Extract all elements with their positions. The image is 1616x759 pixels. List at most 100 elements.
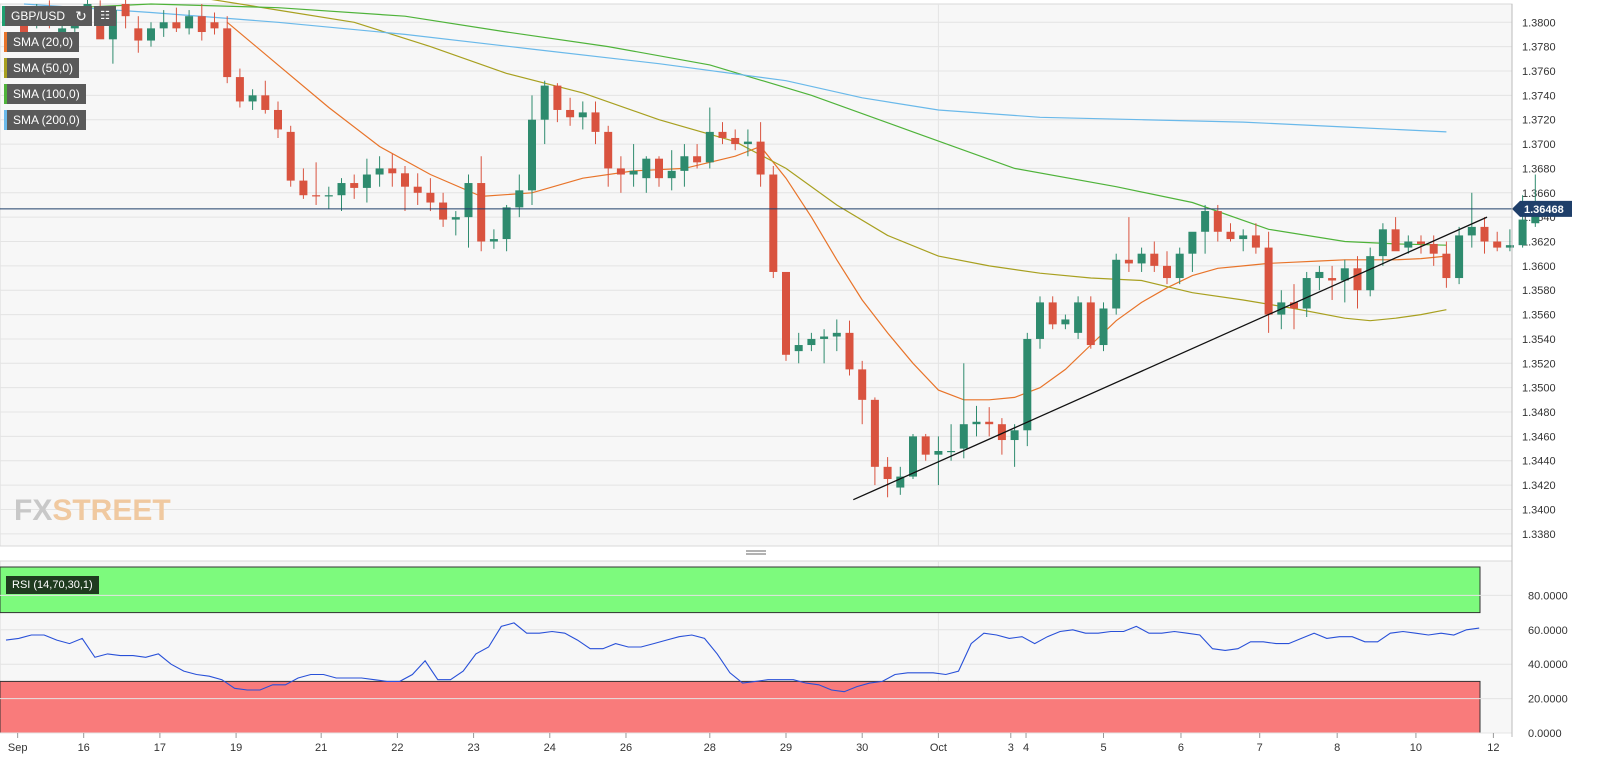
candle-body [426, 192, 435, 203]
candle-body [337, 183, 346, 196]
x-tick-label: 17 [154, 742, 166, 754]
candle-body [1442, 253, 1451, 279]
last-price-tag [1512, 200, 1572, 217]
indicator-chip-sma20[interactable]: SMA (20,0) [4, 32, 80, 52]
candle [375, 156, 384, 187]
y-tick-label: 1.3520 [1522, 358, 1556, 370]
candle-body [947, 450, 956, 453]
indicator-chip-sma100[interactable]: SMA (100,0) [4, 84, 86, 104]
candle [1175, 247, 1184, 285]
candle [185, 10, 194, 35]
sma-line [23, 3, 1447, 246]
candle-body [362, 174, 371, 188]
candle [1023, 332, 1032, 447]
x-tick-label: 16 [78, 742, 90, 754]
symbol-chip[interactable]: GBP/USD [2, 6, 72, 26]
candle [1391, 217, 1400, 252]
indicator-chip-sma50[interactable]: SMA (50,0) [4, 58, 80, 78]
candle [1086, 296, 1095, 349]
candle-body [515, 190, 524, 208]
x-tick-label: 22 [391, 742, 403, 754]
candle-body [121, 4, 130, 17]
candle-body [223, 28, 232, 78]
candle-body [1455, 235, 1464, 279]
candle [1531, 174, 1540, 227]
candle [1239, 229, 1248, 252]
candle-body [1328, 278, 1337, 281]
candle [705, 107, 714, 169]
candle-body [794, 345, 803, 352]
rsi-indicator-chip[interactable]: RSI (14,70,30,1) [6, 576, 99, 594]
candle [896, 466, 905, 495]
rsi-y-tick-label: 40.0000 [1528, 659, 1568, 671]
candle [604, 125, 613, 187]
candle-body [1023, 338, 1032, 431]
refresh-icon[interactable]: ↻ [70, 6, 92, 26]
candle-body [1074, 302, 1083, 333]
indicator-chip-sma200[interactable]: SMA (200,0) [4, 110, 86, 130]
candle-body [959, 424, 968, 449]
candle-body [680, 156, 689, 171]
candle [451, 211, 460, 236]
candle [337, 178, 346, 212]
candle-body [845, 332, 854, 370]
candle [1124, 217, 1133, 272]
y-tick-label: 1.3580 [1522, 285, 1556, 297]
candle-body [972, 421, 981, 425]
price-panel: 1.3800 1.3780 1.3760 1.3740 1.3720 1.3700 1.36… [0, 0, 1572, 547]
candle [972, 405, 981, 437]
candle-body [1036, 302, 1044, 339]
candle-body [985, 421, 994, 425]
y-tick-label: 1.3700 [1522, 139, 1556, 151]
candle-body [807, 338, 816, 346]
candle [578, 101, 587, 130]
candle [820, 329, 829, 364]
candle-body [1378, 229, 1387, 257]
candle [591, 101, 600, 145]
candle [1099, 302, 1108, 352]
x-tick-label: 23 [467, 742, 479, 754]
candle [362, 158, 371, 203]
candle-body [1404, 241, 1413, 248]
candle-body [934, 450, 943, 455]
candle-body [591, 112, 600, 132]
candle [858, 360, 867, 425]
x-tick-label: 6 [1178, 742, 1184, 754]
candle [426, 178, 435, 212]
y-tick-label: 1.3500 [1522, 383, 1556, 395]
rsi-y-tick-label: 60.0000 [1528, 625, 1568, 637]
candle-body [235, 77, 244, 102]
candle-body [413, 186, 422, 193]
candle-body [921, 436, 930, 455]
candle-body [1010, 430, 1019, 441]
candle [134, 16, 143, 53]
candle [1353, 256, 1362, 309]
bar-chart-icon[interactable]: ☷ [94, 6, 116, 26]
candle-body [248, 95, 257, 102]
candle-body [1302, 278, 1311, 309]
rsi-panel: 80.0000 60.0000 40.0000 20.0000 0.0000 [0, 560, 1568, 740]
candle [680, 144, 689, 187]
candle [1467, 192, 1476, 248]
candle-body [693, 156, 702, 163]
y-tick-label: 1.3380 [1522, 529, 1556, 541]
candle-body [159, 22, 168, 29]
candle-body [439, 202, 448, 220]
candle-body [642, 158, 651, 179]
candle-body [616, 168, 625, 175]
candle-body [820, 336, 829, 339]
y-tick-label: 1.3680 [1522, 163, 1556, 175]
candle-body [1518, 219, 1527, 246]
candle-body [1264, 247, 1273, 315]
candle [464, 174, 473, 248]
candle-body [401, 173, 409, 187]
candle [1251, 223, 1260, 254]
y-tick-label: 1.3620 [1522, 237, 1556, 249]
y-tick-label: 1.3780 [1522, 42, 1556, 54]
candle-body [1467, 226, 1476, 236]
candle [172, 7, 181, 33]
fxstreet-logo: FXSTREET [14, 494, 171, 527]
candle-body [1315, 271, 1324, 279]
candle [693, 144, 702, 169]
